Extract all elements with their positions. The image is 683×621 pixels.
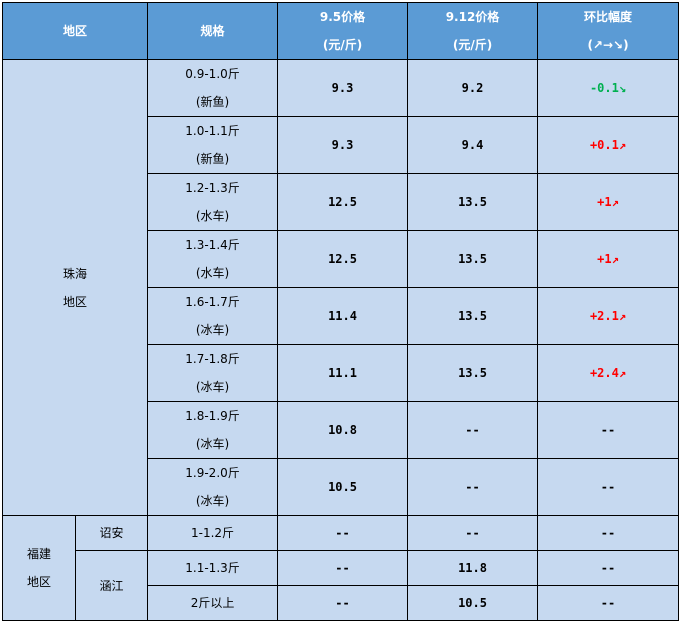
table-row: 1.9-2.0斤 (冰车) 10.5 -- -- bbox=[3, 458, 680, 516]
cell-line: 地区 bbox=[26, 575, 51, 589]
header-line: 环比幅度 bbox=[584, 10, 633, 24]
header-line: 9.5价格 bbox=[319, 10, 366, 24]
spec-cell: 1.9-2.0斤 (冰车) bbox=[147, 458, 279, 516]
price-9-5-cell: 11.4 bbox=[277, 287, 409, 345]
cell-line: (水车) bbox=[195, 209, 230, 223]
change-cell: -- bbox=[537, 515, 680, 551]
price-9-12-cell: 13.5 bbox=[407, 344, 539, 402]
subregion-zhaoan: 诏安 bbox=[74, 515, 149, 551]
change-cell: +1↗ bbox=[537, 230, 680, 288]
price-9-12-cell: -- bbox=[407, 515, 539, 551]
price-9-5-cell: -- bbox=[277, 550, 409, 586]
cell-line: (冰车) bbox=[195, 380, 230, 394]
spec-cell: 1.6-1.7斤 (冰车) bbox=[147, 287, 279, 345]
price-9-5-cell: -- bbox=[277, 585, 409, 621]
spec-cell: 1.3-1.4斤 (水车) bbox=[147, 230, 279, 288]
cell-line: 1.8-1.9斤 bbox=[185, 409, 240, 423]
price-9-5-cell: 9.3 bbox=[277, 116, 409, 174]
table-row: 福建 地区 诏安 1-1.2斤 -- -- -- bbox=[2, 515, 680, 621]
header-price-9-12: 9.12价格 (元/斤) bbox=[407, 2, 539, 60]
spec-cell: 1.0-1.1斤 (新鱼) bbox=[147, 116, 279, 174]
price-9-5-cell: 9.3 bbox=[277, 59, 409, 117]
cell-line: 1.2-1.3斤 bbox=[185, 181, 240, 195]
cell-line: (冰车) bbox=[195, 437, 230, 451]
cell-line: 0.9-1.0斤 bbox=[185, 67, 240, 81]
cell-line: 珠海 bbox=[63, 266, 88, 281]
price-9-12-cell: 13.5 bbox=[407, 287, 539, 345]
spec-cell: 1.8-1.9斤 (冰车) bbox=[147, 401, 279, 459]
cell-line: 福建 bbox=[26, 547, 51, 561]
table-row: 珠海地区 0.9-1.0斤 (新鱼) 9.3 9.2 -0.1↘ bbox=[1, 59, 680, 516]
price-9-12-cell: 9.2 bbox=[407, 59, 539, 117]
price-9-12-cell: 13.5 bbox=[407, 173, 539, 231]
header-line: 9.12价格 bbox=[445, 10, 500, 24]
cell-line: 1.3-1.4斤 bbox=[185, 238, 240, 252]
change-cell: -- bbox=[537, 401, 680, 459]
header-spec: 规格 bbox=[147, 2, 279, 60]
header-price-9-5: 9.5价格 (元/斤) bbox=[277, 2, 409, 60]
change-cell: +1↗ bbox=[537, 173, 680, 231]
region-fujian: 福建 地区 bbox=[2, 515, 76, 621]
header-change: 环比幅度 (↗→↘) bbox=[537, 2, 680, 60]
cell-line: (冰车) bbox=[195, 494, 230, 508]
spec-cell: 2斤以上 bbox=[147, 585, 279, 621]
price-9-5-cell: 10.5 bbox=[277, 458, 409, 516]
region-zhuhai: 珠海 地区 bbox=[1, 59, 149, 516]
cell-line: 1.6-1.7斤 bbox=[185, 295, 240, 309]
change-cell: -- bbox=[537, 458, 680, 516]
spec-cell: 1.2-1.3斤 (水车) bbox=[147, 173, 279, 231]
header-line: (元/斤) bbox=[322, 38, 363, 52]
table-row: 1.8-1.9斤 (冰车) 10.8 -- -- bbox=[3, 401, 680, 459]
cell-line: 1.9-2.0斤 bbox=[185, 466, 240, 480]
header-region: 地区 bbox=[1, 2, 149, 60]
table-row: 1.7-1.8斤 (冰车) 11.1 13.5 +2.4↗ bbox=[3, 344, 680, 402]
change-cell: -- bbox=[537, 550, 680, 586]
price-9-5-cell: 10.8 bbox=[277, 401, 409, 459]
change-cell: -0.1↘ bbox=[537, 59, 680, 117]
price-9-5-cell: 12.5 bbox=[277, 173, 409, 231]
cell-line: 1.0-1.1斤 bbox=[185, 124, 240, 138]
price-9-12-cell: -- bbox=[407, 458, 539, 516]
price-9-12-cell: -- bbox=[407, 401, 539, 459]
price-9-12-cell: 9.4 bbox=[407, 116, 539, 174]
change-cell: +2.4↗ bbox=[537, 344, 680, 402]
price-9-12-cell: 13.5 bbox=[407, 230, 539, 288]
price-9-5-cell: 11.1 bbox=[277, 344, 409, 402]
header-row: 地区 规格 9.5价格 (元/斤) 9.12价格 (元/斤) 环比幅度 (↗→↘) bbox=[1, 2, 680, 60]
table-row: 1.3-1.4斤 (水车) 12.5 13.5 +1↗ bbox=[3, 230, 680, 288]
spec-cell: 0.9-1.0斤 (新鱼) bbox=[147, 59, 279, 117]
change-cell: +0.1↗ bbox=[537, 116, 680, 174]
cell-line: 地区 bbox=[63, 294, 88, 309]
price-9-12-cell: 11.8 bbox=[407, 550, 539, 586]
spec-cell: 1.1-1.3斤 bbox=[147, 550, 279, 586]
table-row: 涵江 1.1-1.3斤 -- 11.8 -- bbox=[3, 550, 680, 621]
spec-cell: 1.7-1.8斤 (冰车) bbox=[147, 344, 279, 402]
price-9-5-cell: -- bbox=[277, 515, 409, 551]
table-row: 1.2-1.3斤 (水车) 12.5 13.5 +1↗ bbox=[3, 173, 680, 231]
price-9-12-cell: 10.5 bbox=[407, 585, 539, 621]
header-line: (↗→↘) bbox=[587, 38, 629, 52]
spec-cell: 1-1.2斤 bbox=[147, 515, 279, 551]
price-9-5-cell: 12.5 bbox=[277, 230, 409, 288]
header-line: (元/斤) bbox=[452, 38, 493, 52]
cell-line: (新鱼) bbox=[195, 152, 230, 166]
table-row: 1.6-1.7斤 (冰车) 11.4 13.5 +2.1↗ bbox=[3, 287, 680, 345]
table-row: 1.0-1.1斤 (新鱼) 9.3 9.4 +0.1↗ bbox=[3, 116, 680, 174]
subregion-hanjiang: 涵江 bbox=[74, 550, 149, 621]
change-cell: -- bbox=[537, 585, 680, 621]
cell-line: (冰车) bbox=[195, 323, 230, 337]
cell-line: 1.7-1.8斤 bbox=[185, 352, 240, 366]
cell-line: (水车) bbox=[195, 266, 230, 280]
cell-line: (新鱼) bbox=[195, 95, 230, 109]
change-cell: +2.1↗ bbox=[537, 287, 680, 345]
